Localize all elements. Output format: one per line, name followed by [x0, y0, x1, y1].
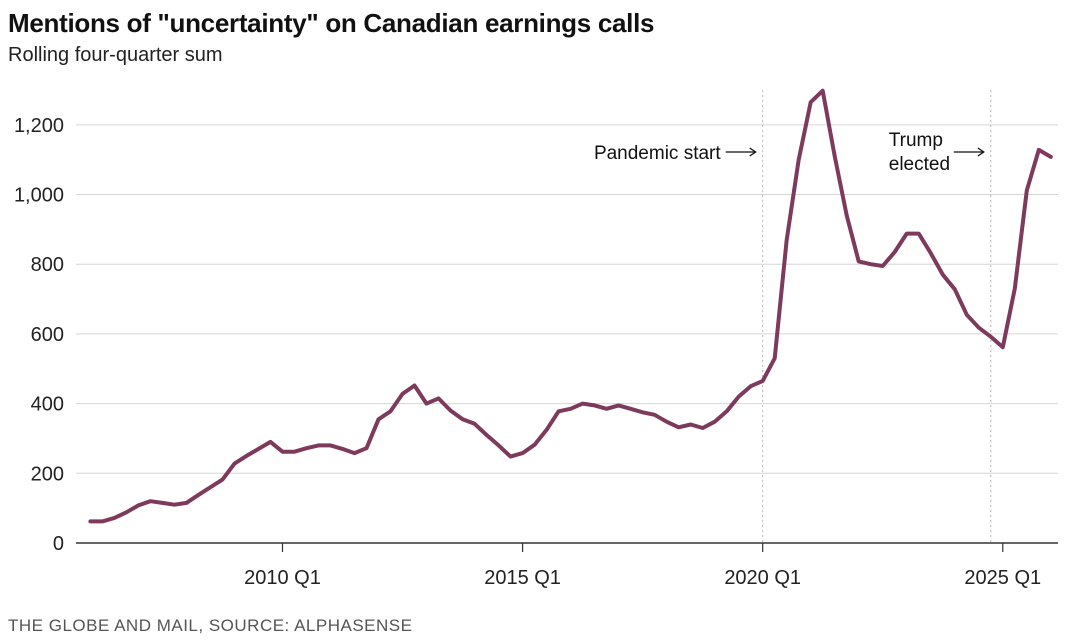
y-tick-label: 0: [53, 533, 64, 555]
y-tick-label: 400: [31, 394, 64, 416]
series: [88, 88, 1053, 524]
annotations: Pandemic start Trump elected: [594, 90, 992, 543]
y-tick-label: 800: [31, 254, 64, 276]
x-axis-ticks: 2010 Q1 2015 Q1 2020 Q1 2025 Q1: [244, 543, 1041, 589]
y-tick-label: 200: [31, 463, 64, 485]
arrowhead-icon: [977, 147, 985, 157]
annotation-label: Pandemic start: [594, 143, 721, 164]
chart-subtitle: Rolling four-quarter sum: [8, 44, 223, 66]
arrowhead-icon: [749, 147, 757, 157]
grid-lines: [76, 124, 1058, 544]
y-tick-label: 1,200: [14, 115, 64, 137]
x-tick-label: 2015 Q1: [484, 567, 561, 589]
y-tick-label: 1,000: [14, 185, 64, 207]
x-tick-label: 2025 Q1: [964, 567, 1041, 589]
chart-source: THE GLOBE AND MAIL, SOURCE: ALPHASENSE: [8, 616, 413, 635]
y-tick-label: 600: [31, 324, 64, 346]
x-tick-label: 2020 Q1: [724, 567, 801, 589]
y-axis-ticks: 0 200 400 600 800 1,000 1,200: [14, 115, 64, 555]
annotation-label: Trump elected: [889, 130, 950, 175]
series-line: [88, 88, 1053, 524]
x-tick-label: 2010 Q1: [244, 567, 321, 589]
chart-title: Mentions of "uncertainty" on Canadian ea…: [8, 8, 655, 38]
